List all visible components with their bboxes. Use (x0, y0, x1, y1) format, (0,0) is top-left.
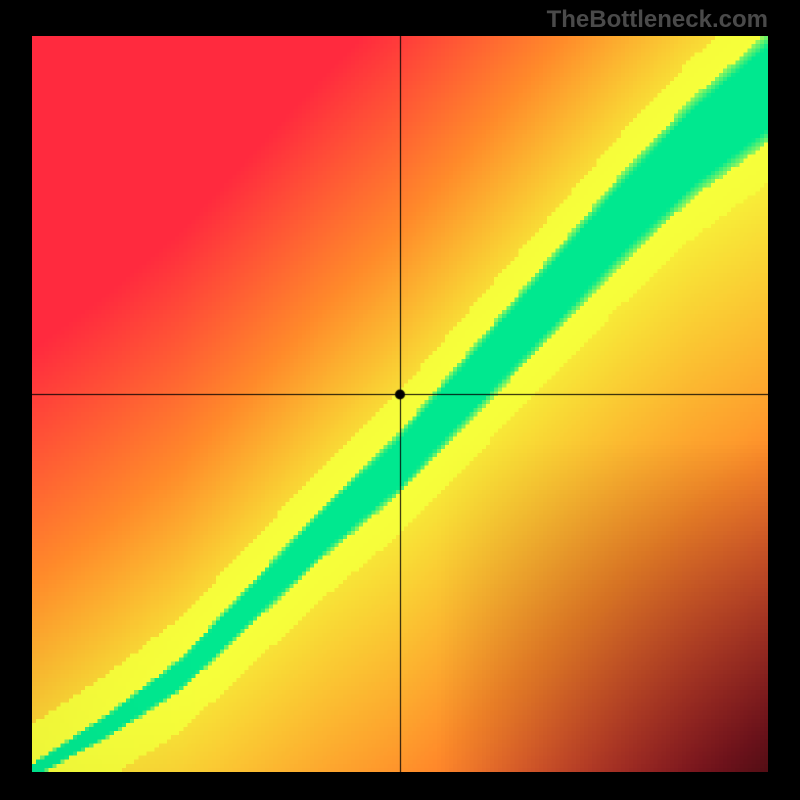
chart-container: TheBottleneck.com (0, 0, 800, 800)
watermark-text: TheBottleneck.com (547, 6, 768, 34)
crosshair-overlay (32, 36, 768, 772)
